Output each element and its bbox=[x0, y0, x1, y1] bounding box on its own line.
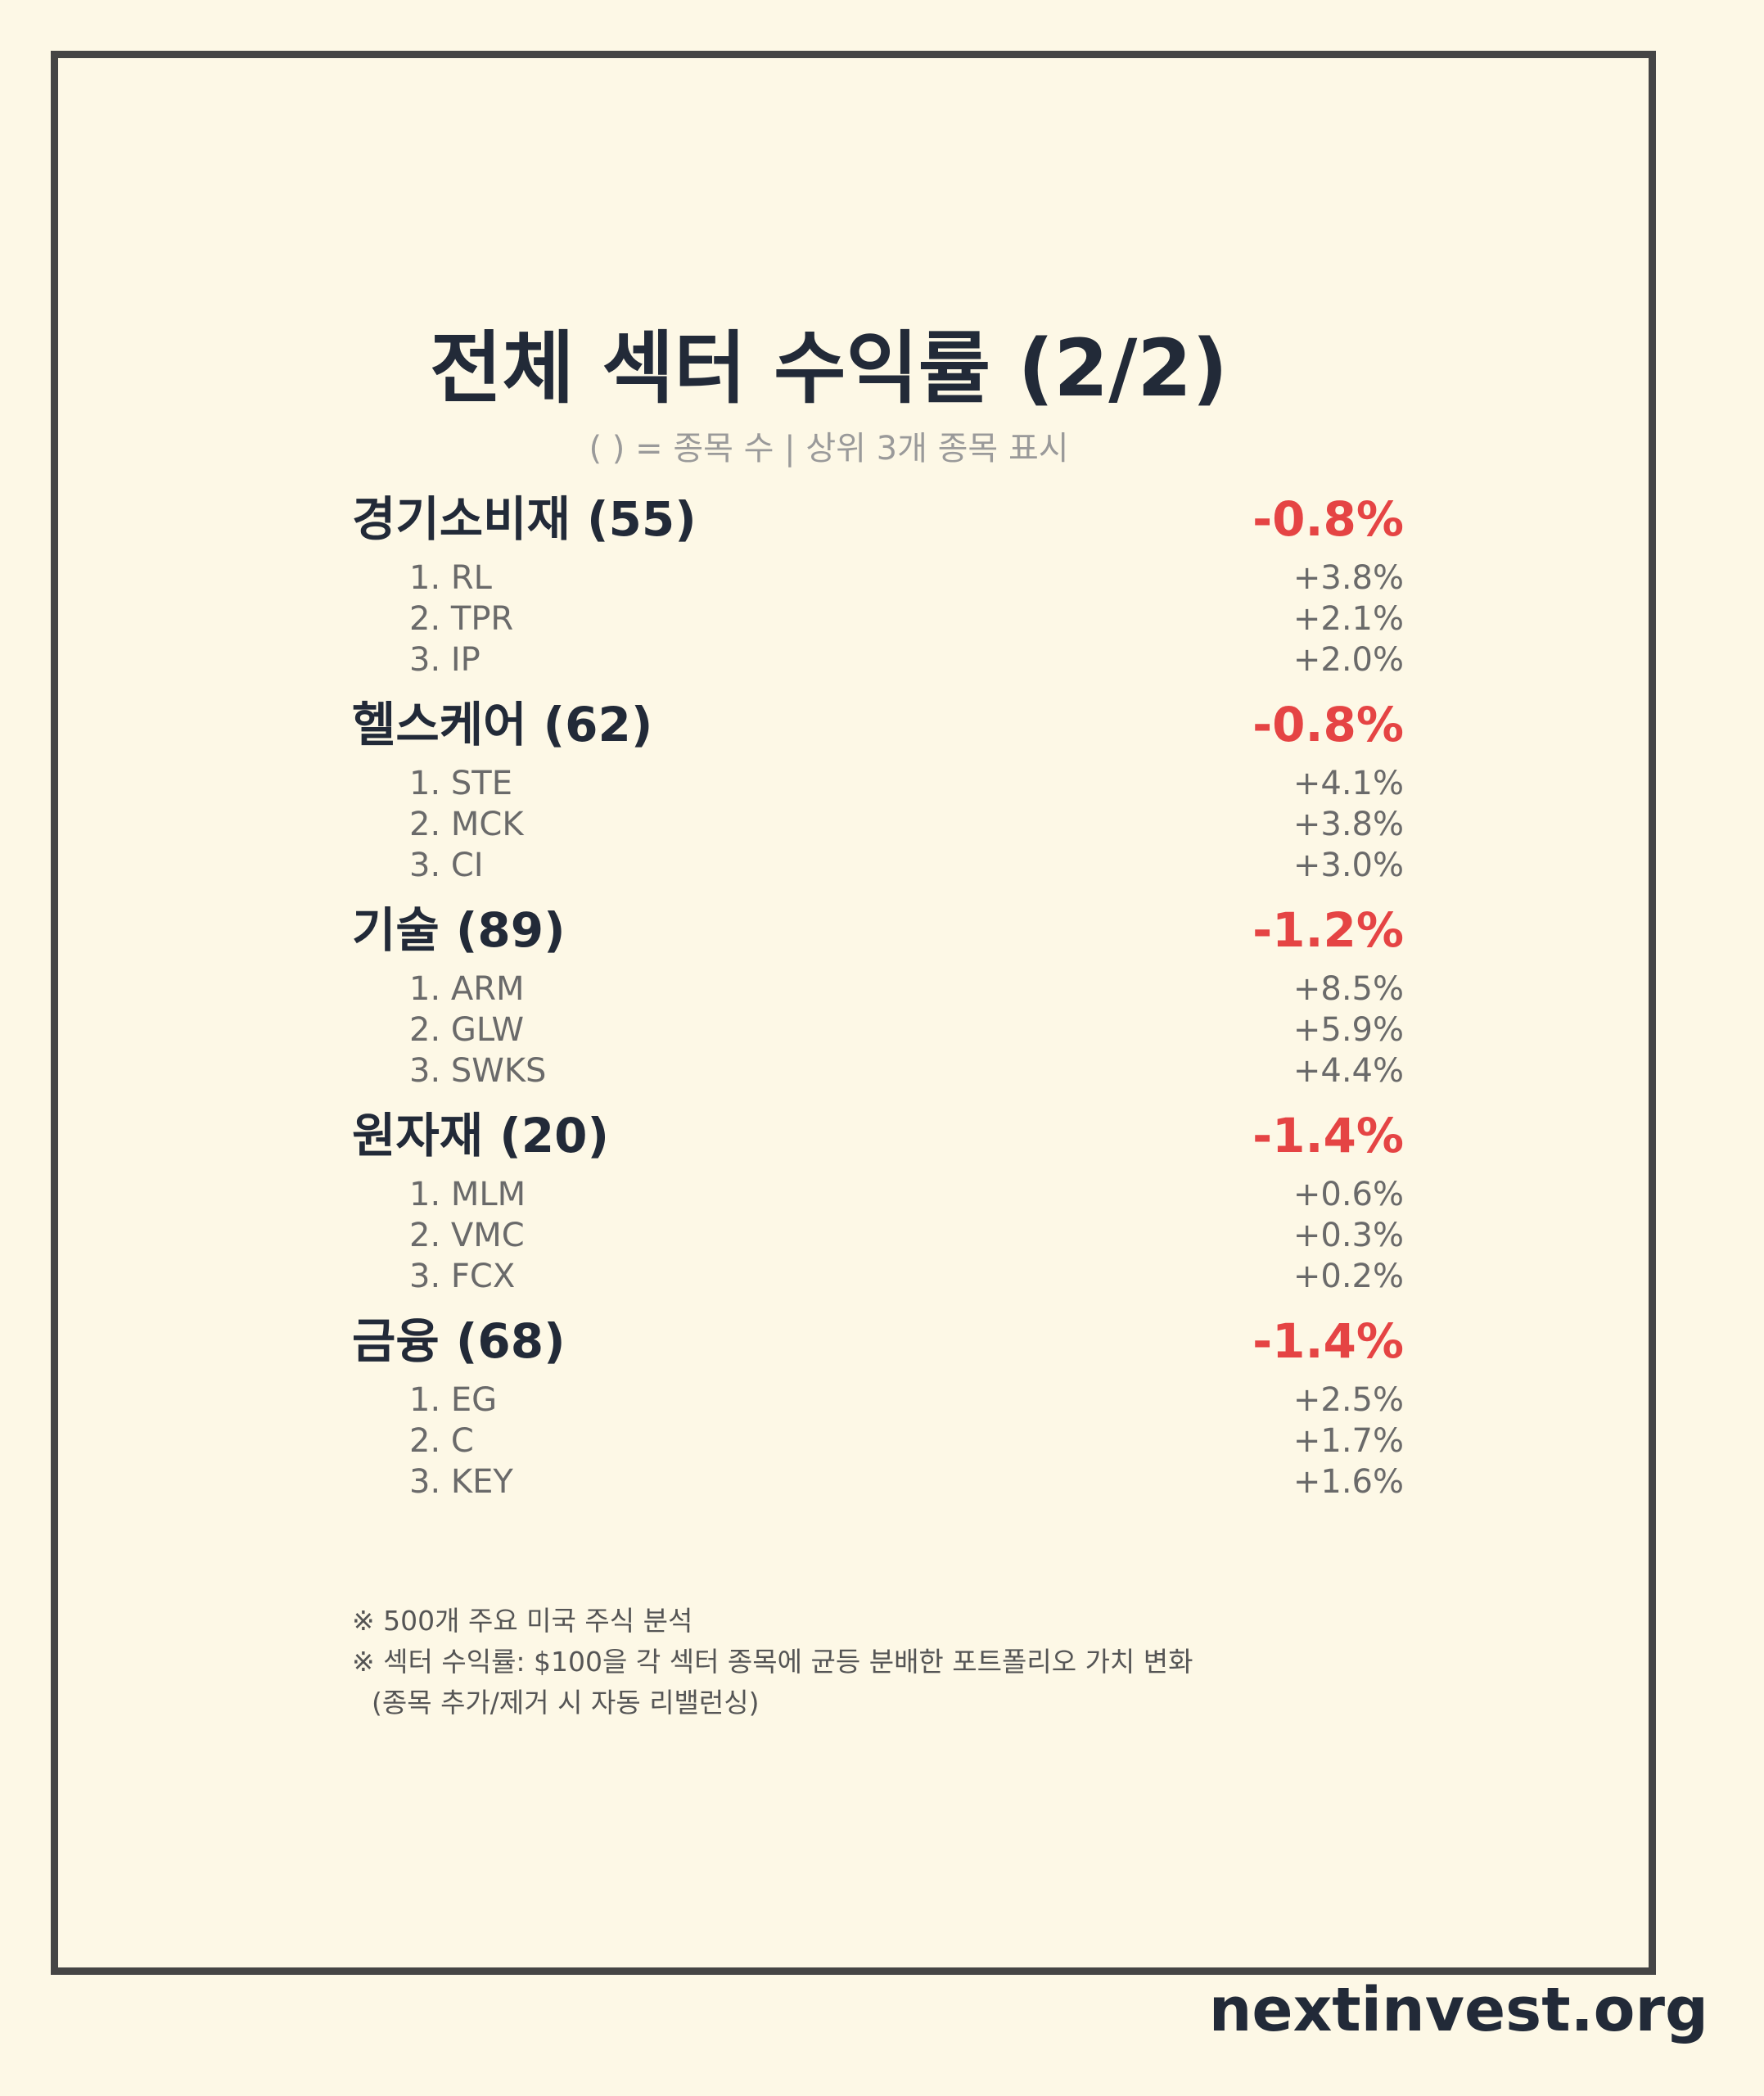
stock-row: 1. EG +2.5% bbox=[352, 1380, 1404, 1421]
stock-ticker: 3. FCX bbox=[409, 1258, 516, 1295]
stock-return: +3.8% bbox=[1293, 806, 1404, 843]
stock-return: +4.1% bbox=[1293, 765, 1404, 802]
brand-watermark: nextinvest.org bbox=[1208, 1975, 1708, 2045]
stock-return: +8.5% bbox=[1293, 970, 1404, 1008]
stock-ticker: 3. IP bbox=[409, 641, 480, 679]
stock-return: +3.8% bbox=[1293, 559, 1404, 597]
sector-name: 경기소비재 (55) bbox=[352, 491, 697, 547]
stock-row: 2. TPR +2.1% bbox=[352, 599, 1404, 639]
stock-ticker: 1. MLM bbox=[409, 1176, 526, 1213]
card-frame bbox=[51, 51, 1656, 1975]
stock-row: 1. MLM +0.6% bbox=[352, 1174, 1404, 1215]
stock-ticker: 3. KEY bbox=[409, 1463, 513, 1501]
stock-row: 3. IP +2.0% bbox=[352, 639, 1404, 680]
stock-return: +1.7% bbox=[1293, 1422, 1404, 1460]
stock-return: +0.3% bbox=[1293, 1217, 1404, 1254]
stock-ticker: 1. RL bbox=[409, 559, 492, 597]
footnotes: ※ 500개 주요 미국 주식 분석 ※ 섹터 수익률: $100을 각 섹터 … bbox=[352, 1601, 1193, 1723]
stock-row: 2. VMC +0.3% bbox=[352, 1215, 1404, 1256]
stock-list: 1. RL +3.8% 2. TPR +2.1% 3. IP +2.0% bbox=[352, 558, 1404, 680]
stock-row: 3. KEY +1.6% bbox=[352, 1461, 1404, 1502]
footnote: (종목 추가/제거 시 자동 리밸런싱) bbox=[372, 1687, 760, 1719]
stock-return: +4.4% bbox=[1293, 1052, 1404, 1090]
footnote: ※ 500개 주요 미국 주식 분석 bbox=[352, 1605, 693, 1637]
sector-return: -1.2% bbox=[1252, 902, 1404, 958]
stock-return: +2.5% bbox=[1293, 1381, 1404, 1419]
sector-block: 원자재 (20) -1.4% 1. MLM +0.6% 2. VMC +0.3%… bbox=[352, 1104, 1404, 1297]
stock-row: 2. GLW +5.9% bbox=[352, 1010, 1404, 1050]
sector-return: -1.4% bbox=[1252, 1108, 1404, 1163]
stock-list: 1. STE +4.1% 2. MCK +3.8% 3. CI +3.0% bbox=[352, 763, 1404, 886]
stock-row: 1. STE +4.1% bbox=[352, 763, 1404, 804]
stock-return: +1.6% bbox=[1293, 1463, 1404, 1501]
stock-row: 2. C +1.7% bbox=[352, 1421, 1404, 1461]
stock-row: 3. CI +3.0% bbox=[352, 845, 1404, 886]
stock-row: 2. MCK +3.8% bbox=[352, 804, 1404, 845]
stock-ticker: 2. MCK bbox=[409, 806, 524, 843]
sector-block: 경기소비재 (55) -0.8% 1. RL +3.8% 2. TPR +2.1… bbox=[352, 487, 1404, 680]
stock-return: +5.9% bbox=[1293, 1011, 1404, 1049]
stock-row: 1. RL +3.8% bbox=[352, 558, 1404, 599]
stock-list: 1. EG +2.5% 2. C +1.7% 3. KEY +1.6% bbox=[352, 1380, 1404, 1502]
sector-name: 기술 (89) bbox=[352, 902, 566, 958]
stock-ticker: 3. CI bbox=[409, 847, 484, 884]
stock-ticker: 2. TPR bbox=[409, 600, 514, 638]
sector-name: 헬스케어 (62) bbox=[352, 697, 653, 752]
page-subtitle: ( ) = 종목 수 | 상위 3개 종목 표시 bbox=[589, 430, 1069, 468]
sector-return: -1.4% bbox=[1252, 1313, 1404, 1369]
stock-ticker: 2. VMC bbox=[409, 1217, 525, 1254]
stock-ticker: 1. EG bbox=[409, 1381, 498, 1419]
sector-header: 헬스케어 (62) -0.8% bbox=[352, 693, 1404, 757]
sector-return: -0.8% bbox=[1252, 491, 1404, 547]
sector-header: 기술 (89) -1.2% bbox=[352, 898, 1404, 962]
sector-name: 원자재 (20) bbox=[352, 1108, 610, 1163]
stock-list: 1. MLM +0.6% 2. VMC +0.3% 3. FCX +0.2% bbox=[352, 1174, 1404, 1297]
stock-row: 1. ARM +8.5% bbox=[352, 969, 1404, 1010]
sector-block: 기술 (89) -1.2% 1. ARM +8.5% 2. GLW +5.9% … bbox=[352, 898, 1404, 1091]
stock-ticker: 1. STE bbox=[409, 765, 512, 802]
sector-name: 금융 (68) bbox=[352, 1313, 566, 1369]
stock-ticker: 1. ARM bbox=[409, 970, 525, 1008]
sector-header: 원자재 (20) -1.4% bbox=[352, 1104, 1404, 1168]
stock-return: +0.2% bbox=[1293, 1258, 1404, 1295]
sector-header: 경기소비재 (55) -0.8% bbox=[352, 487, 1404, 551]
sector-return: -0.8% bbox=[1252, 697, 1404, 752]
sector-block: 금융 (68) -1.4% 1. EG +2.5% 2. C +1.7% 3. … bbox=[352, 1309, 1404, 1502]
footnote: ※ 섹터 수익률: $100을 각 섹터 종목에 균등 분배한 포트폴리오 가치… bbox=[352, 1646, 1193, 1678]
stock-return: +0.6% bbox=[1293, 1176, 1404, 1213]
stock-list: 1. ARM +8.5% 2. GLW +5.9% 3. SWKS +4.4% bbox=[352, 969, 1404, 1091]
stock-row: 3. SWKS +4.4% bbox=[352, 1050, 1404, 1091]
stock-ticker: 2. C bbox=[409, 1422, 474, 1460]
stock-return: +3.0% bbox=[1293, 847, 1404, 884]
sector-header: 금융 (68) -1.4% bbox=[352, 1309, 1404, 1373]
stock-ticker: 2. GLW bbox=[409, 1011, 525, 1049]
page-title: 전체 섹터 수익률 (2/2) bbox=[430, 323, 1228, 414]
sector-block: 헬스케어 (62) -0.8% 1. STE +4.1% 2. MCK +3.8… bbox=[352, 693, 1404, 886]
stock-return: +2.1% bbox=[1293, 600, 1404, 638]
stock-ticker: 3. SWKS bbox=[409, 1052, 547, 1090]
stock-row: 3. FCX +0.2% bbox=[352, 1256, 1404, 1297]
stock-return: +2.0% bbox=[1293, 641, 1404, 679]
